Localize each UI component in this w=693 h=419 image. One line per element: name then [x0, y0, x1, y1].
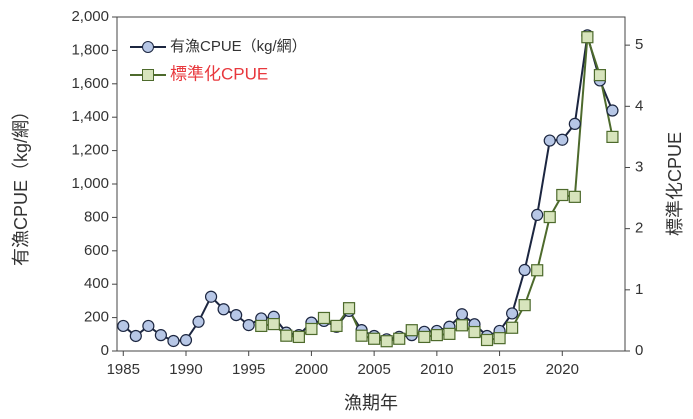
marker: [518, 263, 531, 277]
marker: [317, 311, 331, 325]
marker: [204, 290, 218, 303]
marker: [543, 134, 556, 147]
marker: [480, 333, 494, 347]
y-tick-label: 1,200: [71, 142, 109, 159]
marker: [230, 308, 243, 322]
marker: [556, 188, 569, 202]
legend-label: 有漁CPUE（kg/網）: [170, 38, 307, 55]
y2-tick-label: 2: [635, 220, 643, 237]
y-tick-label: 600: [84, 242, 109, 259]
marker: [355, 329, 368, 342]
marker: [568, 117, 581, 130]
y2-tick-label: 5: [635, 36, 643, 53]
marker: [129, 329, 142, 343]
marker: [606, 104, 619, 117]
x-tick-label: 2020: [546, 361, 579, 378]
marker: [154, 329, 168, 342]
x-tick-label: 2005: [357, 361, 390, 378]
marker: [167, 334, 180, 348]
marker: [593, 69, 607, 82]
marker: [368, 332, 381, 345]
marker: [531, 264, 544, 277]
y-tick-label: 400: [84, 275, 109, 292]
marker: [468, 325, 481, 339]
y2-tick-label: 4: [635, 97, 643, 114]
legend-marker: [142, 69, 154, 81]
marker: [142, 319, 155, 333]
y-tick-label: 0: [101, 342, 109, 359]
marker: [493, 332, 506, 345]
y-tick-label: 1,000: [71, 175, 109, 192]
marker: [455, 308, 469, 321]
marker: [531, 208, 544, 221]
x-tick-label: 1985: [107, 361, 140, 378]
marker: [506, 307, 519, 320]
marker: [393, 332, 406, 345]
marker: [581, 31, 594, 44]
x-tick-label: 1990: [169, 361, 202, 378]
y-tick-label: 1,600: [71, 75, 109, 92]
marker: [418, 330, 431, 344]
marker: [330, 319, 343, 333]
y-axis-title: 有漁CPUE（kg/網）: [11, 102, 31, 266]
y-tick-label: 800: [84, 208, 109, 225]
series-line: [122, 35, 614, 342]
marker: [342, 302, 356, 315]
marker: [506, 321, 519, 334]
marker: [242, 319, 255, 332]
marker: [556, 133, 569, 146]
y2-tick-label: 0: [635, 342, 643, 359]
y-tick-label: 1,800: [71, 41, 109, 58]
y-tick-label: 200: [84, 309, 109, 326]
marker: [606, 130, 619, 143]
marker: [405, 324, 418, 337]
y-tick-label: 1,400: [71, 108, 109, 125]
marker: [292, 330, 305, 344]
x-tick-label: 2000: [295, 361, 328, 378]
marker: [455, 319, 469, 332]
x-axis-title: 漁期年: [344, 393, 398, 413]
marker: [255, 319, 268, 333]
marker: [430, 328, 443, 342]
marker: [117, 319, 130, 333]
marker: [267, 317, 280, 331]
marker: [280, 329, 293, 342]
marker: [443, 327, 456, 340]
marker: [543, 210, 556, 224]
x-tick-label: 2010: [420, 361, 453, 378]
legend-label: 標準化CPUE: [170, 64, 268, 83]
marker: [518, 299, 531, 312]
x-tick-label: 2015: [483, 361, 516, 378]
marker: [305, 322, 318, 336]
marker: [380, 335, 393, 348]
marker: [179, 334, 193, 347]
x-tick-label: 1995: [232, 361, 265, 378]
marker: [192, 315, 205, 328]
y2-tick-label: 1: [635, 281, 643, 298]
y-tick-label: 2,000: [71, 8, 109, 25]
marker: [568, 190, 581, 203]
y2-tick-label: 3: [635, 158, 643, 175]
y2-axis-title: 標準化CPUE: [665, 132, 685, 236]
legend-marker: [142, 41, 154, 53]
marker: [217, 303, 230, 316]
